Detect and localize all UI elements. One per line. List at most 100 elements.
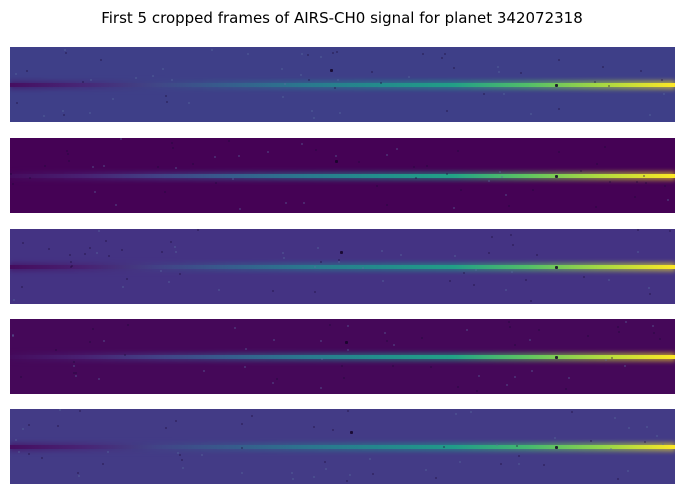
- noise-pixel: [500, 176, 503, 178]
- noise-pixel: [643, 175, 646, 177]
- noise-pixel: [71, 264, 74, 267]
- noise-pixel: [171, 78, 173, 81]
- noise-pixel: [371, 70, 374, 73]
- frame-2: [10, 138, 675, 213]
- noise-pixel: [122, 286, 125, 289]
- noise-pixel: [524, 278, 527, 281]
- noise-pixel: [159, 269, 162, 272]
- noise-pixel: [358, 160, 361, 163]
- noise-pixel: [282, 251, 285, 254]
- noise-pixel: [361, 267, 364, 269]
- noise-pixel: [271, 382, 274, 384]
- noise-pixel: [228, 140, 231, 142]
- noise-pixel: [320, 386, 323, 389]
- noise-pixel: [644, 181, 647, 184]
- noise-pixel: [11, 333, 14, 336]
- noise-pixel: [608, 85, 610, 87]
- noise-pixel: [276, 378, 279, 381]
- noise-pixel: [174, 251, 177, 254]
- noise-pixel: [628, 426, 631, 429]
- noise-pixel: [106, 450, 109, 453]
- noise-pixel: [285, 202, 288, 205]
- noise-pixel: [472, 284, 475, 287]
- noise-pixel: [509, 233, 512, 236]
- noise-pixel: [179, 453, 182, 456]
- noise-pixel: [64, 51, 67, 54]
- noise-pixel: [399, 253, 402, 256]
- noise-pixel: [440, 56, 443, 59]
- noise-pixel: [72, 371, 75, 374]
- noise-pixel: [368, 457, 371, 460]
- noise-pixel: [520, 72, 523, 75]
- noise-pixel: [529, 300, 532, 303]
- noise-pixel: [170, 241, 173, 243]
- noise-pixel: [645, 425, 648, 428]
- noise-pixel: [89, 111, 92, 114]
- noise-pixel: [29, 176, 32, 179]
- noise-pixel: [595, 206, 598, 209]
- noise-pixel: [516, 444, 519, 447]
- noise-pixel: [659, 338, 662, 341]
- noise-pixel: [241, 472, 243, 475]
- noise-pixel: [176, 451, 179, 454]
- noise-pixel: [469, 410, 472, 413]
- noise-pixel: [64, 48, 66, 51]
- noise-pixel: [108, 254, 111, 257]
- noise-pixel: [339, 112, 342, 115]
- spectral-trace: [10, 264, 675, 269]
- noise-pixel: [307, 78, 310, 81]
- noise-pixel: [25, 70, 28, 73]
- noise-pixel: [558, 59, 561, 62]
- noise-pixel: [316, 247, 319, 250]
- spectral-trace: [10, 444, 675, 449]
- noise-pixel: [21, 285, 23, 288]
- noise-pixel: [164, 426, 167, 429]
- noise-pixel: [408, 75, 410, 78]
- noise-pixel: [89, 79, 92, 81]
- noise-pixel: [371, 473, 374, 476]
- noise-pixel: [75, 375, 78, 378]
- noise-pixel: [348, 474, 351, 477]
- noise-pixel: [312, 425, 315, 428]
- noise-pixel: [449, 279, 452, 282]
- spectral-trace: [10, 173, 675, 178]
- noise-pixel: [666, 199, 669, 202]
- noise-pixel: [312, 116, 315, 119]
- noise-pixel: [510, 271, 513, 273]
- noise-pixel: [313, 475, 316, 478]
- noise-pixel: [529, 112, 532, 115]
- noise-pixel: [22, 427, 25, 430]
- noise-pixel: [162, 68, 164, 71]
- dead-pixel: [350, 431, 353, 434]
- noise-pixel: [443, 52, 446, 55]
- noise-pixel: [69, 266, 72, 269]
- noise-pixel: [237, 154, 240, 157]
- noise-pixel: [100, 58, 103, 61]
- noise-pixel: [511, 244, 514, 246]
- noise-pixel: [640, 70, 643, 73]
- noise-pixel: [82, 81, 84, 84]
- noise-pixel: [614, 417, 617, 420]
- noise-pixel: [43, 114, 45, 117]
- noise-pixel: [210, 49, 213, 52]
- noise-pixel: [415, 176, 418, 179]
- noise-pixel: [466, 328, 469, 331]
- noise-pixel: [28, 452, 31, 455]
- noise-pixel: [325, 468, 328, 470]
- dead-pixel: [555, 356, 558, 359]
- noise-pixel: [313, 266, 316, 269]
- frame-5: [10, 409, 675, 484]
- frame-noise: [10, 409, 675, 484]
- noise-pixel: [458, 461, 461, 463]
- noise-pixel: [61, 110, 64, 113]
- noise-pixel: [94, 190, 96, 193]
- noise-pixel: [165, 95, 168, 98]
- dead-pixel: [345, 341, 348, 344]
- noise-pixel: [238, 208, 241, 211]
- noise-pixel: [564, 387, 567, 390]
- noise-pixel: [120, 248, 123, 251]
- noise-pixel: [446, 173, 449, 176]
- noise-pixel: [518, 454, 521, 457]
- noise-pixel: [337, 259, 340, 262]
- noise-pixel: [386, 203, 389, 206]
